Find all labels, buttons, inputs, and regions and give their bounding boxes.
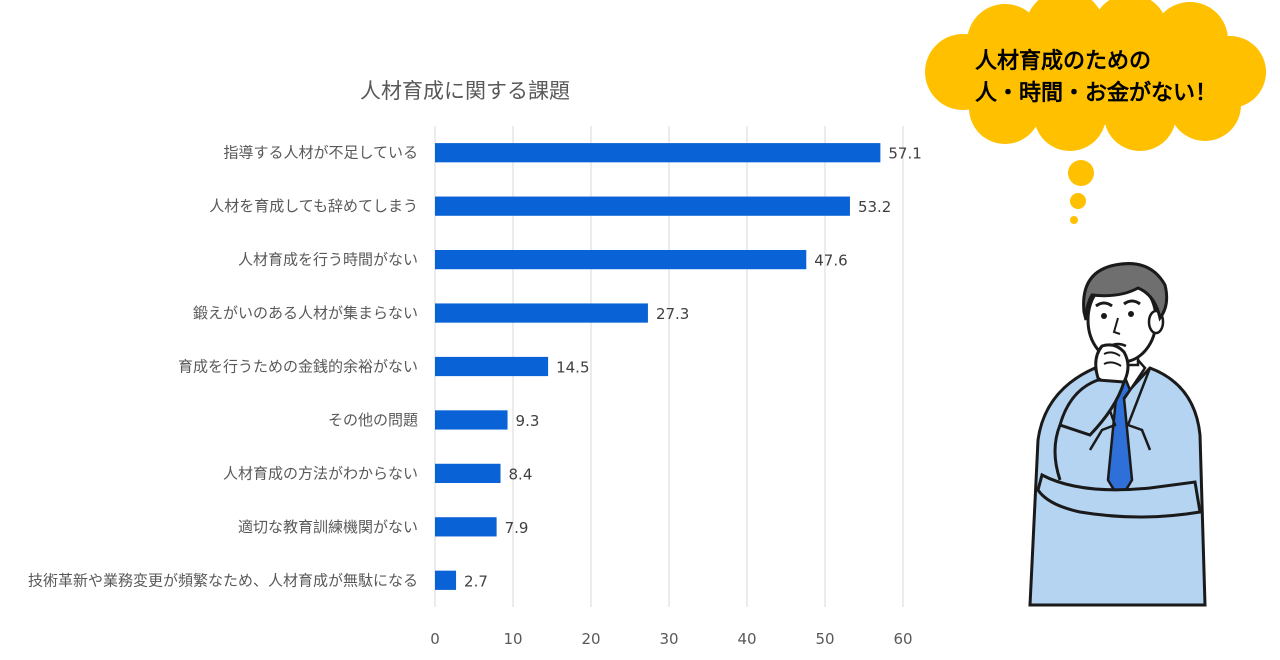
x-tick-label: 0 xyxy=(430,630,440,648)
bar xyxy=(435,570,457,590)
bar xyxy=(435,410,508,430)
data-label: 9.3 xyxy=(516,412,540,430)
bar xyxy=(435,356,549,377)
data-label: 57.1 xyxy=(888,145,921,163)
category-label: 適切な教育訓練機関がない xyxy=(238,518,418,536)
data-label: 14.5 xyxy=(556,359,589,377)
bar xyxy=(435,463,501,484)
bar xyxy=(435,143,881,163)
x-tick-label: 60 xyxy=(893,630,912,648)
x-tick-label: 10 xyxy=(503,630,522,648)
data-label: 27.3 xyxy=(656,305,689,323)
data-label: 8.4 xyxy=(509,465,533,483)
category-labels: 指導する人材が不足している人材を育成しても辞めてしまう人材育成を行う時間がない鍛… xyxy=(28,144,418,590)
category-label: 技術革新や業務変更が頻繁なため、人材育成が無駄になる xyxy=(28,571,418,589)
bars: 57.1 53.2 47.6 27.3 14.5 9.3 8.4 7.9 2.7 xyxy=(435,143,922,590)
category-label: 指導する人材が不足している xyxy=(223,144,418,162)
thought-bubble: 人材育成のための 人・時間・お金がない！ xyxy=(925,0,1266,224)
chart-title: 人材育成に関する課題 xyxy=(360,79,570,103)
bar xyxy=(435,517,497,537)
thought-dots-icon xyxy=(1068,160,1094,224)
data-label: 53.2 xyxy=(858,198,891,216)
category-label: 人材育成を行う時間がない xyxy=(238,251,418,269)
category-label: 人材を育成しても辞めてしまう xyxy=(209,197,418,215)
data-label: 2.7 xyxy=(464,572,488,590)
category-label: その他の問題 xyxy=(328,411,418,429)
x-axis-ticks: 0 10 20 30 40 50 60 xyxy=(430,630,912,648)
bar xyxy=(435,249,807,270)
data-label: 7.9 xyxy=(505,519,529,537)
thought-cloud-icon xyxy=(925,0,1266,151)
category-label: 鍛えがいのある人材が集まらない xyxy=(193,304,418,322)
thinking-businessman-icon xyxy=(1028,262,1207,607)
x-tick-label: 20 xyxy=(581,630,600,648)
bar xyxy=(435,196,850,216)
thought-line-1: 人材育成のための xyxy=(975,48,1151,74)
data-label: 47.6 xyxy=(814,252,847,270)
thought-line-2: 人・時間・お金がない！ xyxy=(975,80,1217,106)
x-tick-label: 50 xyxy=(815,630,834,648)
category-label: 人材育成の方法がわからない xyxy=(223,464,418,482)
x-tick-label: 30 xyxy=(659,630,678,648)
category-label: 育成を行うための金銭的余裕がない xyxy=(178,358,418,376)
bar-chart: 人材育成に関する課題 57.1 53.2 47.6 27.3 14.5 9.3 8.4 7.9… xyxy=(28,79,922,648)
bar xyxy=(435,303,648,323)
x-tick-label: 40 xyxy=(737,630,756,648)
